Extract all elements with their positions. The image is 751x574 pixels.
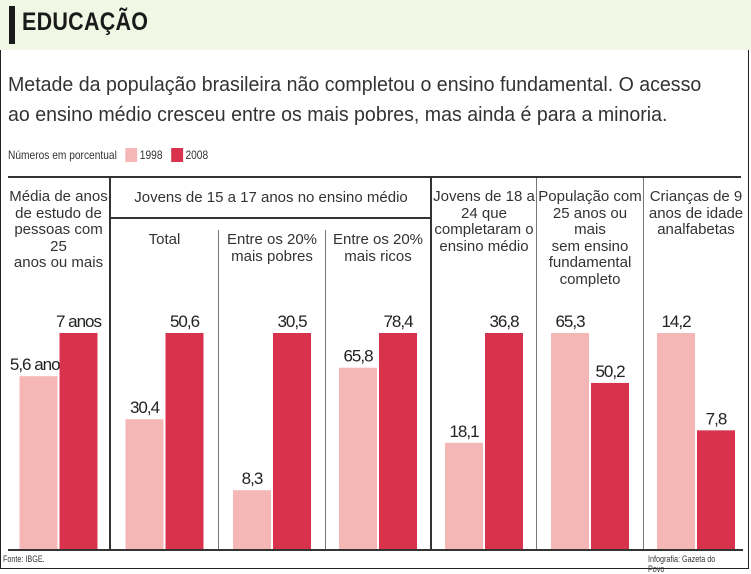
panel-title-line: anos ou mais xyxy=(13,254,104,271)
data-label-2008-panel-4: 78,4 xyxy=(383,312,413,331)
divider-3 xyxy=(325,230,326,550)
data-label-2008-panel-2: 50,6 xyxy=(170,312,200,331)
data-label-2008-panel-7: 7,8 xyxy=(706,409,727,428)
data-label-1998-panel-2: 30,4 xyxy=(130,398,160,417)
panel-title-line: Total xyxy=(148,231,181,248)
subtitle: Metade da população brasileira não compl… xyxy=(8,70,734,130)
bar-2008-panel-4 xyxy=(379,333,417,549)
data-label-1998-panel-4: 65,8 xyxy=(343,347,373,366)
panel-title-line: completaram o xyxy=(434,221,534,238)
data-label-1998-panel-6: 65,3 xyxy=(555,312,585,331)
panel-title-line: 25 anos ou mais xyxy=(552,204,628,238)
bar-1998-panel-1 xyxy=(19,376,58,549)
panel-title-3: Entre os 20% mais pobres xyxy=(220,231,324,265)
credit-note: Infografia: Gazeta do Povo xyxy=(648,554,716,574)
group-title: Jovens de 15 a 17 anos no ensino médio xyxy=(134,189,408,206)
panel-title-line: fundamental xyxy=(548,254,632,271)
bar-2008-panel-3 xyxy=(273,333,311,549)
data-label-1998-panel-3: 8,3 xyxy=(242,469,263,488)
divider-5 xyxy=(536,178,537,550)
divider-1 xyxy=(109,178,111,550)
subtitle-line-2: ao ensino médio cresceu entre os mais po… xyxy=(8,103,668,126)
data-label-2008-panel-6: 50,2 xyxy=(595,362,625,381)
bar-2008-panel-1 xyxy=(59,333,98,549)
panel-title-line: Entre os 20% xyxy=(226,231,318,248)
divider-4 xyxy=(430,178,432,550)
bar-2008-panel-2 xyxy=(165,333,204,549)
panel-title-1: Média de anos de estudo de pessoas com 25 a… xyxy=(9,188,108,272)
divider-6 xyxy=(643,178,644,550)
header-accent-bar xyxy=(9,6,15,44)
bar-2008-panel-5 xyxy=(485,333,523,549)
data-label-2008-panel-5: 36,8 xyxy=(489,312,519,331)
panel-title-line: de estudo de xyxy=(15,204,102,222)
data-label-2008-panel-1: 7 anos xyxy=(56,312,102,331)
panel-title-7: Crianças de 9 anos de idade analfabetas xyxy=(645,188,747,239)
panel-title-line: Entre os 20% xyxy=(332,231,424,248)
panel-title-2: Total xyxy=(112,231,217,249)
panel-title-line: Crianças de 9 xyxy=(649,188,743,205)
legend-swatch-2008 xyxy=(171,148,183,162)
source-note: Fonte: IBGE. xyxy=(3,554,45,564)
data-label-1998-panel-1: 5,6 anos xyxy=(10,355,68,374)
bar-2008-panel-7 xyxy=(697,430,735,549)
data-label-1998-panel-7: 14,2 xyxy=(661,312,691,331)
legend-note: Números em porcentual xyxy=(8,148,117,162)
data-label-2008-panel-3: 30,5 xyxy=(277,312,307,331)
divider-2 xyxy=(218,230,219,550)
header-band: EDUCAÇÃO xyxy=(0,0,751,50)
data-label-1998-panel-5: 18,1 xyxy=(449,422,479,441)
bar-1998-panel-4 xyxy=(339,367,377,549)
panel-title-line: 24 que xyxy=(461,204,507,222)
bar-1998-panel-3 xyxy=(233,490,271,549)
panel-title-line: pessoas com 25 xyxy=(14,221,103,255)
panel-title-line: mais ricos xyxy=(344,247,412,265)
legend-label-1998: 1998 xyxy=(139,148,163,162)
panel-title-line: completo xyxy=(559,270,621,288)
subtitle-line-1: Metade da população brasileira não compl… xyxy=(8,73,702,96)
bar-2008-panel-6 xyxy=(591,382,629,549)
baseline xyxy=(8,549,743,551)
bar-1998-panel-6 xyxy=(551,333,589,549)
panel-title-line: População com xyxy=(538,188,642,205)
group-underline xyxy=(109,217,431,219)
bar-1998-panel-2 xyxy=(125,419,164,549)
panel-title-line: anos de idade xyxy=(648,204,744,222)
legend: Números em porcentual 1998 2008 xyxy=(8,146,208,164)
bar-1998-panel-7 xyxy=(657,333,695,549)
panel-title-line: Média de anos xyxy=(9,188,108,205)
panel-title-line: Jovens de 18 a xyxy=(433,188,535,205)
top-divider xyxy=(8,176,741,178)
panel-title-5: Jovens de 18 a 24 que completaram o ensino … xyxy=(433,188,535,255)
panel-title-line: analfabetas xyxy=(657,221,735,238)
panel-title-6: População com 25 anos ou mais sem ensino fu… xyxy=(538,188,642,288)
legend-swatch-1998 xyxy=(125,148,138,162)
panel-title-line: ensino médio xyxy=(439,237,529,255)
panel-title-line: mais pobres xyxy=(231,247,313,265)
page-title: EDUCAÇÃO xyxy=(22,8,149,36)
panel-title-4: Entre os 20% mais ricos xyxy=(327,231,429,265)
panel-title-line: sem ensino xyxy=(551,237,629,255)
legend-label-2008: 2008 xyxy=(185,148,209,162)
bar-1998-panel-5 xyxy=(445,442,483,549)
